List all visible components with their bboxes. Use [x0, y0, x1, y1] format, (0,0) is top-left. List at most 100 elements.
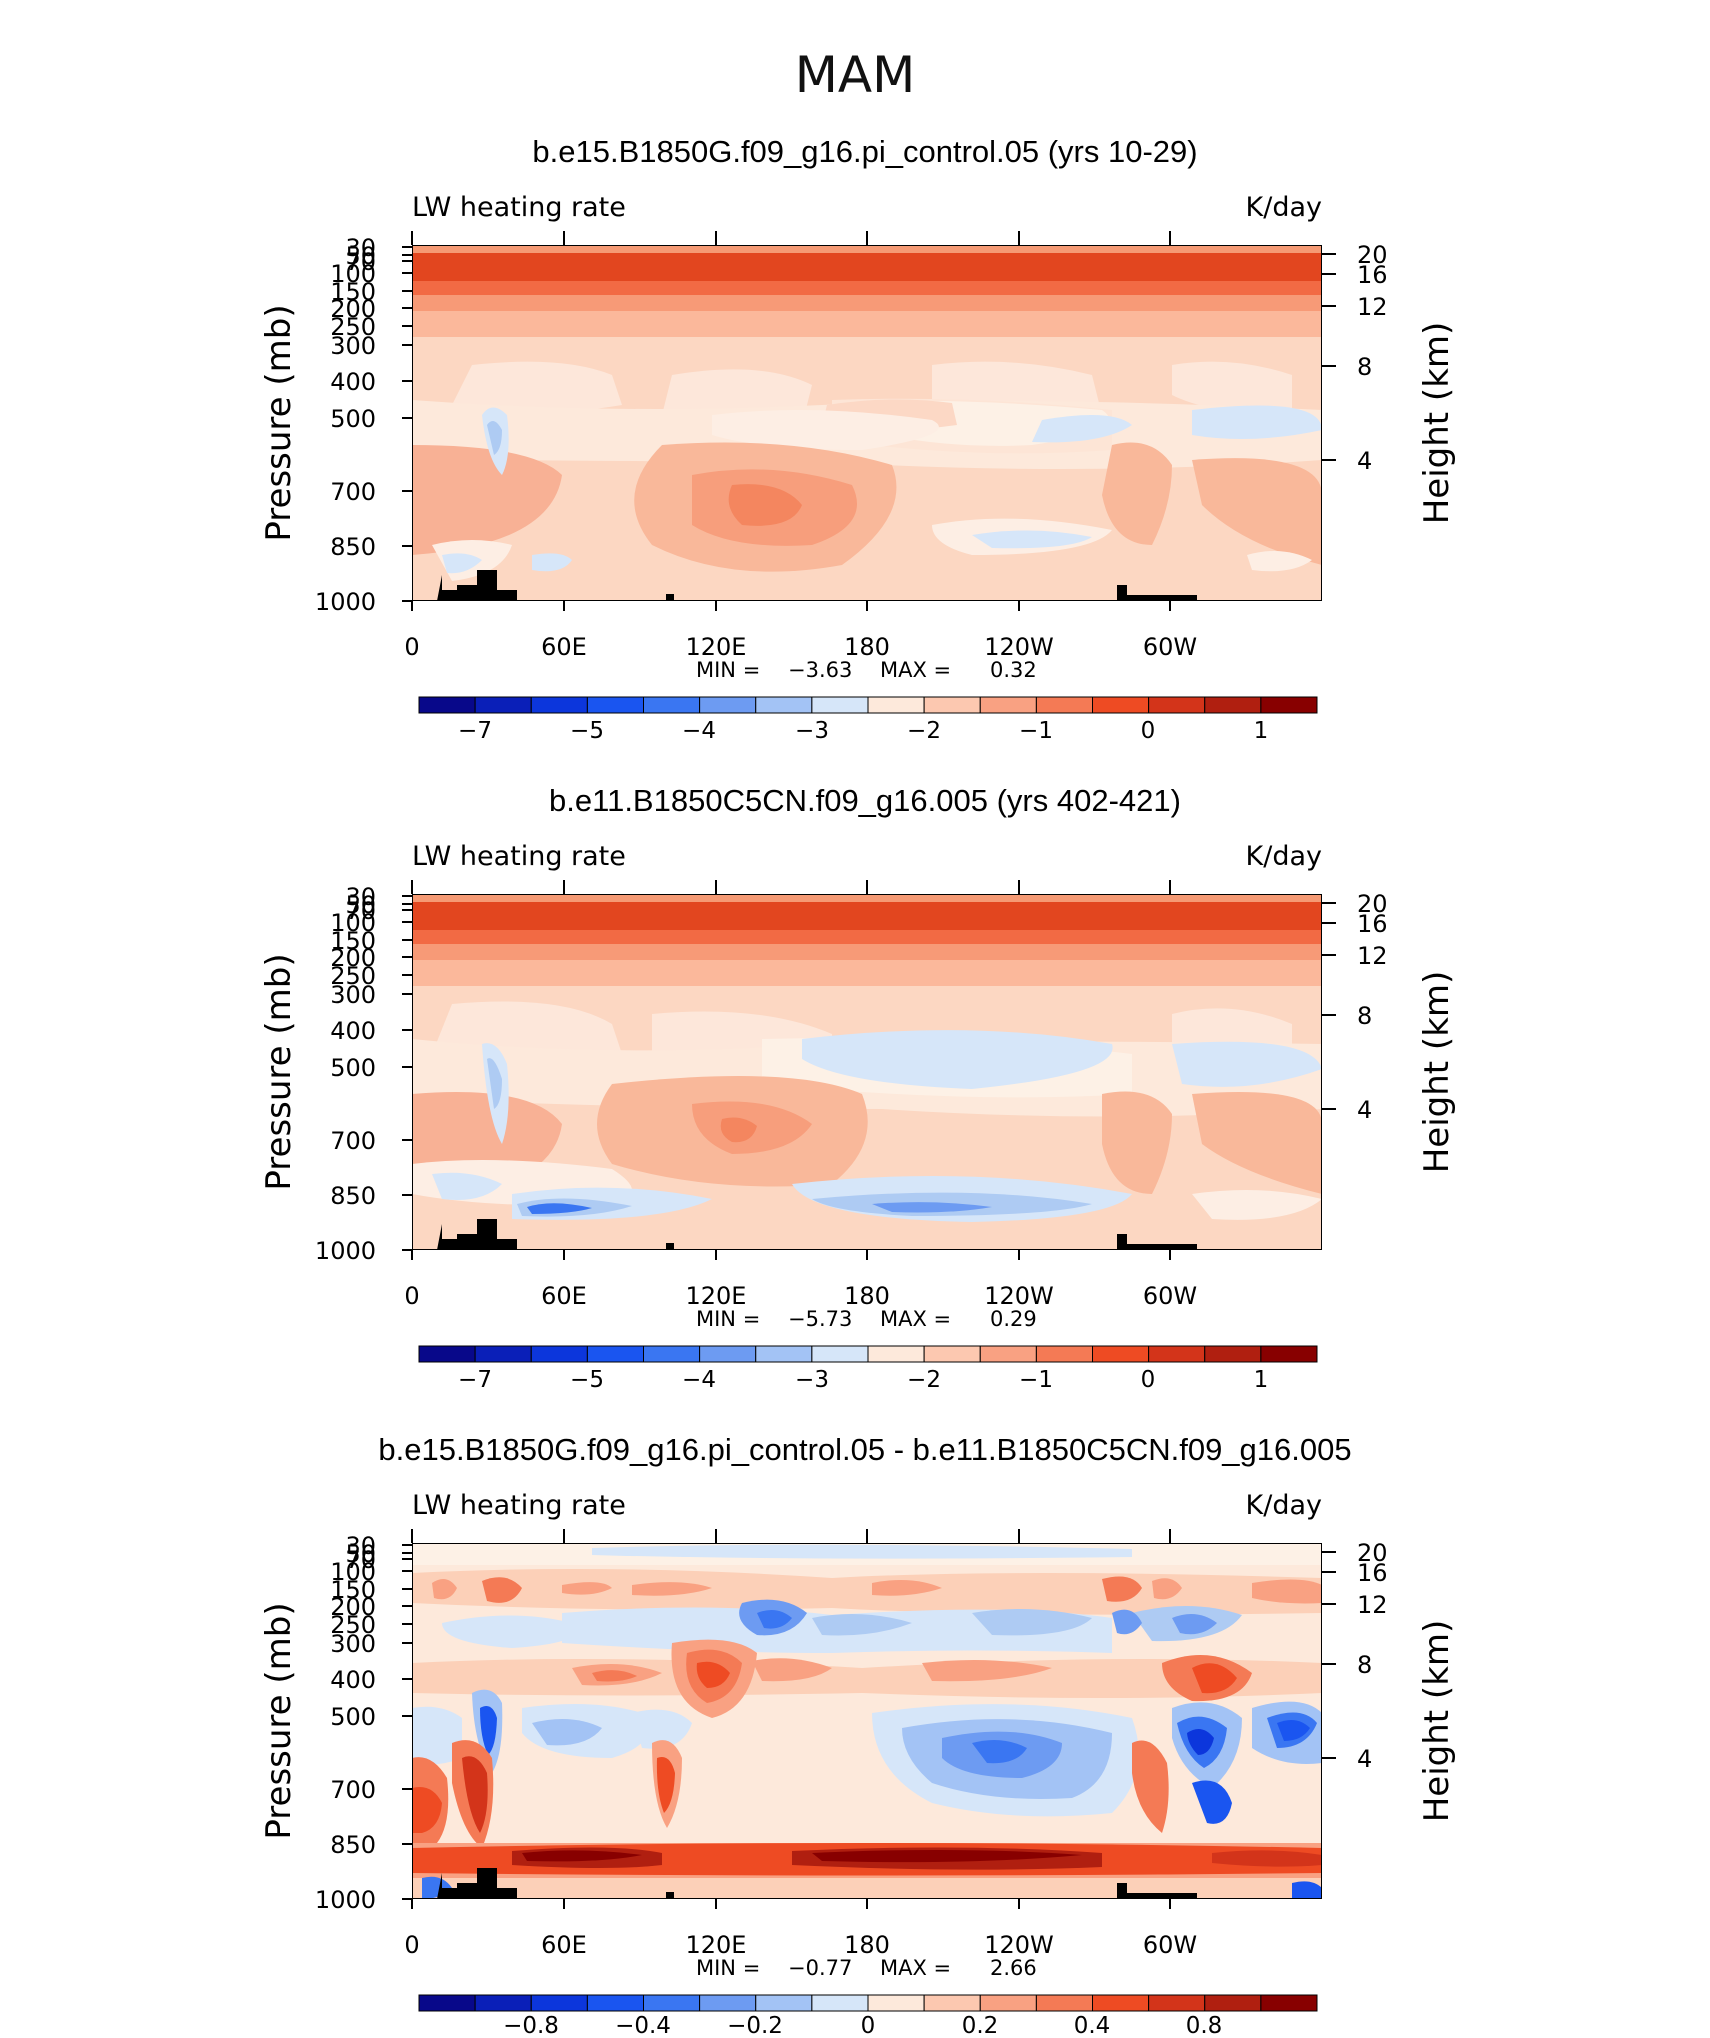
colorbar-swatch [923, 696, 981, 714]
y-tick-label: 100 [330, 909, 376, 937]
y-tick-label: 500 [330, 1054, 376, 1082]
height-tick-label: 20 [1357, 1539, 1388, 1567]
y-tick-labels: 1000 850 700 500 400 300 250 200 150 100… [315, 1532, 376, 1914]
min-value: −3.63 [788, 658, 852, 682]
y-axis-label-right: Height (km) [1417, 1620, 1457, 1823]
colorbar-swatch [811, 1994, 869, 2012]
x-tick-label: 120W [984, 1931, 1054, 1959]
panel-title: b.e11.B1850C5CN.f09_g16.005 (yrs 402-421… [549, 783, 1181, 818]
height-tick-label: 16 [1357, 261, 1388, 289]
y-tick-label: 30 [345, 1532, 376, 1560]
panel-title: b.e15.B1850G.f09_g16.pi_control.05 - b.e… [378, 1432, 1351, 1467]
colorbar-labels: −7 −5 −4 −3 −2 −1 0 1 [458, 718, 1268, 744]
colorbar-swatch [586, 1345, 644, 1363]
y-tick-label: 200 [330, 295, 376, 323]
colorbar-label: −5 [570, 718, 604, 744]
colorbar-swatch [755, 1345, 813, 1363]
height-tick-label: 4 [1357, 447, 1372, 475]
x-tick-label: 60E [541, 1931, 587, 1959]
min-label: MIN = [696, 1307, 760, 1331]
colorbar-swatch [923, 1994, 981, 2012]
x-tick-label: 60W [1143, 1931, 1197, 1959]
colorbar-swatch [699, 1994, 757, 2012]
colorbar-label: −1 [1019, 718, 1053, 744]
y-axis-label: Pressure (mb) [259, 1602, 299, 1839]
height-tick-label: 12 [1357, 293, 1388, 321]
colorbar-swatch [530, 696, 588, 714]
height-tick-label: 12 [1357, 942, 1388, 970]
colorbar-swatch [586, 1994, 644, 2012]
colorbar-swatch [1148, 1994, 1206, 2012]
colorbar-swatch [699, 1345, 757, 1363]
colorbar-label: −2 [907, 718, 941, 744]
y-tick-label: 100 [330, 1558, 376, 1586]
colorbar-label: 0.2 [962, 2013, 999, 2038]
colorbar-swatch [643, 1345, 701, 1363]
x-tick-label: 120W [984, 1282, 1054, 1310]
min-max-readout: MIN = −5.73 MAX = 0.29 [696, 1307, 1037, 1331]
units-label: K/day [1246, 1490, 1322, 1521]
units-label: K/day [1246, 192, 1322, 223]
max-label: MAX = [880, 658, 951, 682]
x-tick-label: 180 [844, 1282, 890, 1310]
left-string: LW heating rate [412, 1490, 626, 1521]
colorbar-swatch [643, 1994, 701, 2012]
colorbar-swatch [923, 1345, 981, 1363]
y-right-tick-labels: 20 16 12 8 4 [1357, 241, 1388, 475]
min-value: −5.73 [788, 1307, 852, 1331]
height-tick-label: 4 [1357, 1745, 1372, 1773]
colorbar-swatch [530, 1994, 588, 2012]
y-tick-labels: 1000 850 700 500 400 300 250 200 150 100… [315, 883, 376, 1265]
contour-field [412, 1543, 1322, 1899]
y-tick-label: 1000 [315, 1886, 376, 1914]
y-tick-label: 1000 [315, 1237, 376, 1265]
y-tick-label: 250 [330, 962, 376, 990]
x-tick-label: 120E [686, 633, 747, 661]
y-tick-label: 70 [345, 1546, 376, 1574]
max-label: MAX = [880, 1307, 951, 1331]
colorbar-label: 0.8 [1186, 2013, 1223, 2038]
colorbar-swatch [474, 1994, 532, 2012]
colorbar-label: 1 [1254, 1367, 1269, 1393]
y-tick-label: 30 [345, 234, 376, 262]
y-tick-label: 400 [330, 1666, 376, 1694]
max-label: MAX = [880, 1956, 951, 1980]
y-tick-label: 250 [330, 313, 376, 341]
y-tick-labels: 1000 850 700 500 400 300 250 200 150 100… [315, 234, 376, 616]
colorbar-label: −2 [907, 1367, 941, 1393]
colorbar-labels: −7 −5 −4 −3 −2 −1 0 1 [458, 1367, 1268, 1393]
colorbar-swatch [699, 696, 757, 714]
y-tick-label: 500 [330, 1703, 376, 1731]
colorbar [418, 696, 1318, 714]
colorbar-swatch [418, 696, 476, 714]
colorbar-swatch [1204, 696, 1262, 714]
y-tick-label: 30 [345, 883, 376, 911]
colorbar-swatch [979, 696, 1037, 714]
colorbar-swatch [474, 1345, 532, 1363]
y-tick-label: 500 [330, 405, 376, 433]
colorbar-swatch [1035, 696, 1093, 714]
height-tick-label: 20 [1357, 241, 1388, 269]
axis-ticks [402, 880, 1336, 1260]
y-tick-label: 300 [330, 332, 376, 360]
x-tick-label: 0 [404, 1931, 419, 1959]
colorbar-label: 0 [1141, 1367, 1156, 1393]
x-tick-labels: 0 60E 120E 180 120W 60W [404, 633, 1197, 661]
y-tick-label: 50 [345, 242, 376, 270]
y-axis-label: Pressure (mb) [259, 953, 299, 1190]
panel-title: b.e15.B1850G.f09_g16.pi_control.05 (yrs … [532, 134, 1197, 169]
colorbar-swatch [1260, 1994, 1318, 2012]
max-value: 0.29 [990, 1307, 1037, 1331]
colorbar-swatch [755, 1994, 813, 2012]
colorbar-swatch [979, 1345, 1037, 1363]
y-tick-label: 150 [330, 927, 376, 955]
colorbar-swatch [1260, 696, 1318, 714]
colorbar-swatch [867, 1345, 925, 1363]
height-tick-label: 8 [1357, 353, 1372, 381]
y-tick-label: 200 [330, 1593, 376, 1621]
contour-field [412, 894, 1322, 1250]
colorbar-swatch [418, 1994, 476, 2012]
colorbar-swatch [474, 696, 532, 714]
y-tick-label: 700 [330, 1127, 376, 1155]
y-tick-label: 100 [330, 260, 376, 288]
